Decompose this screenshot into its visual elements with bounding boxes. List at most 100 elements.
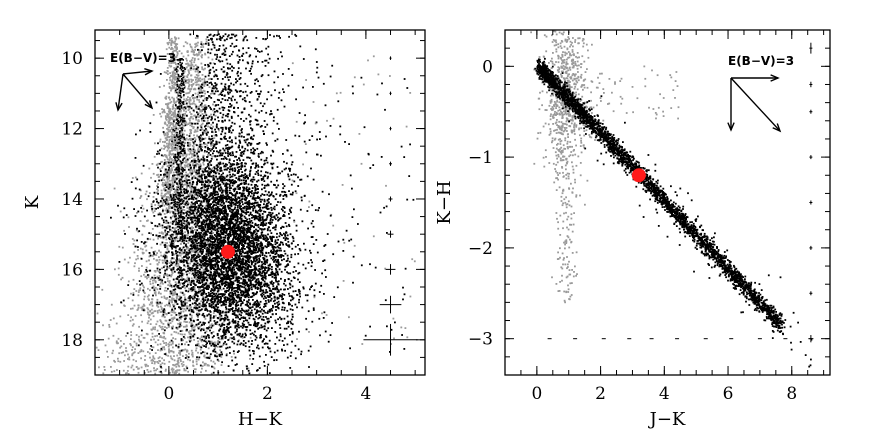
scatter-point <box>176 187 178 189</box>
scatter-point <box>192 53 195 56</box>
scatter-point <box>168 119 171 121</box>
scatter-point <box>155 294 157 297</box>
scatter-point <box>134 187 137 190</box>
scatter-point <box>199 273 202 276</box>
scatter-point <box>234 292 237 294</box>
scatter-point <box>214 114 217 117</box>
scatter-point <box>257 172 259 175</box>
scatter-point <box>128 226 130 228</box>
scatter-point <box>257 344 259 347</box>
scatter-point <box>253 244 256 246</box>
scatter-point <box>296 306 298 309</box>
scatter-point <box>163 359 165 362</box>
scatter-point <box>221 181 224 184</box>
scatter-point <box>234 314 237 317</box>
scatter-point <box>303 242 305 245</box>
scatter-point <box>202 161 205 164</box>
scatter-point <box>167 224 170 227</box>
scatter-point <box>248 317 251 320</box>
scatter-point <box>193 299 196 301</box>
scatter-point <box>149 348 151 350</box>
scatter-point <box>197 137 200 139</box>
scatter-point <box>198 95 201 97</box>
scatter-point <box>150 302 153 305</box>
scatter-point <box>147 320 150 323</box>
scatter-point <box>177 262 180 265</box>
scatter-point <box>255 302 258 305</box>
scatter-point <box>267 264 270 267</box>
scatter-point <box>168 175 170 177</box>
scatter-point <box>195 118 198 121</box>
scatter-point <box>198 326 201 328</box>
scatter-point <box>274 343 277 345</box>
scatter-point <box>216 180 218 183</box>
scatter-point <box>184 369 187 372</box>
scatter-point <box>315 239 318 241</box>
scatter-point <box>172 244 175 247</box>
scatter-point <box>204 167 206 170</box>
scatter-point <box>173 148 176 151</box>
scatter-point <box>185 57 188 60</box>
scatter-point <box>200 46 202 48</box>
scatter-point <box>166 132 169 134</box>
scatter-point <box>273 295 276 298</box>
scatter-point <box>191 63 194 66</box>
scatter-point <box>162 340 165 343</box>
scatter-point <box>225 354 228 357</box>
scatter-point <box>215 238 218 240</box>
scatter-point <box>190 115 193 118</box>
scatter-point <box>165 289 168 292</box>
scatter-point <box>266 239 268 241</box>
scatter-point <box>221 279 224 282</box>
scatter-point <box>174 111 176 114</box>
scatter-point <box>118 352 121 355</box>
scatter-point <box>204 53 207 56</box>
scatter-point <box>211 155 213 158</box>
scatter-point <box>188 141 191 144</box>
scatter-point <box>181 188 184 191</box>
scatter-point <box>172 71 175 74</box>
scatter-point <box>250 312 253 314</box>
scatter-point <box>194 371 197 373</box>
scatter-point <box>266 237 269 240</box>
scatter-point <box>189 192 192 195</box>
scatter-point <box>163 335 165 338</box>
scatter-point <box>168 205 170 208</box>
scatter-point <box>188 157 191 160</box>
scatter-point <box>194 57 196 60</box>
scatter-point <box>194 225 197 227</box>
scatter-point <box>182 363 185 366</box>
scatter-point <box>178 259 180 262</box>
scatter-point <box>148 259 150 262</box>
scatter-point <box>180 127 182 130</box>
scatter-point <box>168 171 170 174</box>
scatter-point <box>199 135 201 138</box>
scatter-point <box>162 315 165 317</box>
scatter-point <box>169 194 172 196</box>
scatter-point <box>202 83 205 86</box>
scatter-point <box>170 53 173 56</box>
scatter-point <box>173 68 176 70</box>
scatter-point <box>168 153 171 156</box>
scatter-point <box>289 355 292 357</box>
scatter-point <box>213 341 215 344</box>
scatter-point <box>195 250 198 253</box>
scatter-point <box>164 326 166 328</box>
scatter-point <box>199 247 202 250</box>
scatter-point <box>171 308 173 311</box>
scatter-point <box>184 161 187 164</box>
scatter-point <box>202 172 205 175</box>
scatter-point <box>217 219 219 221</box>
scatter-point <box>152 326 155 329</box>
scatter-point <box>197 237 200 240</box>
scatter-point <box>176 147 178 150</box>
scatter-point <box>117 360 120 363</box>
scatter-point <box>160 366 162 368</box>
scatter-point <box>131 238 134 240</box>
scatter-point <box>213 210 216 213</box>
scatter-point <box>143 298 145 301</box>
scatter-point <box>172 205 174 208</box>
scatter-point <box>204 338 206 341</box>
scatter-point <box>163 346 165 349</box>
scatter-point <box>177 189 180 191</box>
